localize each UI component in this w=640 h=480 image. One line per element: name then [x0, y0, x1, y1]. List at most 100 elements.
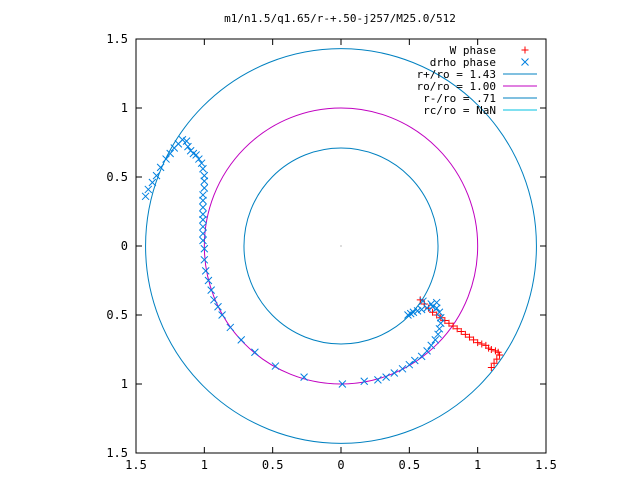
- x-tick-label-4: 0.5: [398, 458, 420, 472]
- series-1-point-30: [200, 255, 209, 264]
- legend-label-2: r+/ro = 1.43: [417, 68, 496, 81]
- series-1-point-40: [271, 362, 280, 370]
- series-0-point-9: [453, 325, 461, 333]
- series-0-point-14: [474, 339, 482, 347]
- series-0-point-7: [445, 319, 453, 327]
- series-0-point-22: [493, 355, 501, 363]
- series-1-point-21: [199, 191, 207, 199]
- y-tick-label-0: 1.5: [106, 32, 128, 46]
- series-1-point-53: [431, 335, 440, 344]
- series-0-point-24: [487, 363, 495, 371]
- series-1-point-17: [199, 164, 207, 173]
- series-1-point-44: [374, 376, 382, 384]
- plot-area: [141, 48, 537, 444]
- y-tick-label-2: 0.5: [106, 170, 128, 184]
- y-tick-label-6: 1.5: [106, 446, 128, 460]
- legend-label-1: drho phase: [430, 56, 496, 69]
- series-1-point-15: [195, 155, 203, 163]
- series-1-point-41: [300, 373, 308, 381]
- series-1-point-25: [199, 215, 207, 224]
- series-1-point-33: [207, 286, 216, 295]
- y-tick-label-1: 1: [121, 101, 128, 115]
- series-1-point-20: [200, 184, 209, 192]
- series-0-point-8: [449, 322, 457, 330]
- series-1-point-2: [148, 178, 157, 187]
- series-0-point-21: [496, 351, 504, 359]
- series-1-point-24: [199, 210, 207, 219]
- series-1-point-3: [152, 171, 161, 180]
- series-1-point-0: [141, 192, 150, 201]
- series-1-point-27: [199, 229, 207, 238]
- series-1-point-36: [218, 311, 226, 319]
- series-1-point-4: [156, 163, 165, 172]
- series-0-point-13: [470, 336, 478, 344]
- series-1-point-11: [184, 142, 192, 151]
- series-1-point-69: [432, 298, 441, 307]
- series-0-point-11: [461, 330, 469, 338]
- series-1-point-49: [410, 356, 419, 365]
- series-0-markers: [416, 296, 504, 371]
- circle-1: [203, 107, 479, 385]
- x-tick-label-3: 0: [337, 458, 344, 472]
- series-1-point-6: [166, 149, 175, 158]
- y-tick-label-4: 0.5: [106, 308, 128, 322]
- series-1-point-46: [390, 369, 399, 377]
- chart-title: m1/n1.5/q1.65/r-+.50-j257/M25.0/512: [224, 12, 456, 25]
- series-1-point-32: [204, 276, 213, 285]
- series-1-point-48: [405, 360, 414, 369]
- series-0-point-12: [465, 333, 473, 341]
- series-1-point-59: [432, 304, 441, 312]
- series-1-point-28: [199, 236, 207, 245]
- x-tick-label-2: 0.5: [262, 458, 284, 472]
- series-0-point-18: [487, 346, 495, 353]
- series-1-point-43: [360, 377, 369, 386]
- x-tick-label-5: 1: [474, 458, 481, 472]
- series-1-point-23: [199, 203, 207, 212]
- series-1-point-22: [199, 196, 207, 205]
- series-1-point-45: [382, 373, 390, 381]
- series-1-point-29: [200, 244, 209, 253]
- series-0-point-6: [441, 317, 449, 325]
- axis-ticks: 1.5 1 0.5 0 0.5 1 1.51.510.500.511.5: [106, 32, 557, 472]
- series-1-point-63: [413, 307, 422, 315]
- legend-label-0: W phase: [450, 44, 496, 57]
- series-1-point-56: [436, 319, 445, 328]
- series-0-point-10: [457, 328, 465, 336]
- legend-sample-0: [521, 46, 529, 54]
- series-1-point-19: [200, 177, 209, 185]
- series-1-point-14: [192, 151, 200, 159]
- series-1-point-66: [404, 311, 412, 319]
- circle-2: [243, 147, 439, 345]
- series-1-point-1: [144, 185, 153, 194]
- series-1-point-47: [398, 364, 407, 373]
- series-1-point-38: [237, 335, 246, 344]
- circle-0: [145, 48, 537, 444]
- origin-dot: [340, 245, 342, 247]
- series-0-point-0: [416, 296, 424, 304]
- legend-label-5: rc/ro = NaN: [423, 104, 496, 117]
- series-1-point-62: [417, 305, 426, 314]
- series-1-point-5: [162, 155, 170, 163]
- series-1-point-52: [427, 341, 436, 350]
- y-tick-label-3: 0: [121, 239, 128, 253]
- series-1-point-34: [210, 295, 218, 304]
- series-1-point-51: [423, 347, 431, 355]
- series-0-point-3: [429, 308, 437, 316]
- series-1-markers: [141, 135, 445, 388]
- series-1-point-31: [201, 266, 210, 275]
- series-0-point-23: [490, 359, 498, 367]
- y-tick-label-5: 1: [121, 377, 128, 391]
- series-1-point-42: [338, 380, 347, 388]
- series-1-point-37: [226, 323, 235, 332]
- series-1-point-67: [419, 297, 427, 306]
- series-1-point-18: [200, 171, 209, 180]
- series-1-point-58: [435, 308, 444, 317]
- legend-label-4: r-/ro = .71: [423, 92, 496, 105]
- series-0-point-15: [478, 340, 486, 348]
- x-tick-label-1: 1: [201, 458, 208, 472]
- series-1-point-35: [214, 302, 222, 311]
- x-tick-label-0: 1.5: [125, 458, 147, 472]
